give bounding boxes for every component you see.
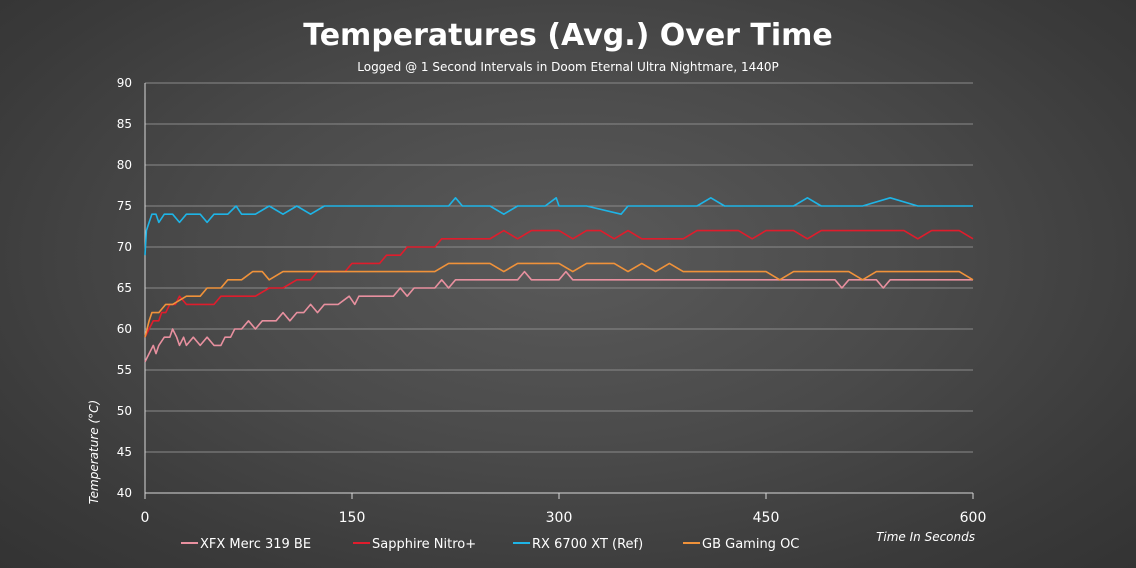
grid-layer bbox=[145, 82, 973, 453]
y-tick-label: 85 bbox=[117, 117, 132, 131]
legend-label: GB Gaming OC bbox=[702, 537, 799, 552]
y-axis-label: Temperature (°C) bbox=[87, 400, 101, 504]
x-tick-label: 600 bbox=[960, 510, 987, 526]
y-tick-label: 45 bbox=[117, 445, 132, 459]
x-tick-label: 150 bbox=[339, 510, 366, 526]
series-layer bbox=[144, 197, 974, 363]
y-tick-label: 80 bbox=[117, 158, 132, 172]
y-tick-label: 75 bbox=[117, 199, 132, 213]
y-tick-label: 90 bbox=[117, 76, 132, 90]
y-tick-label: 65 bbox=[117, 281, 132, 295]
chart-title: Temperatures (Avg.) Over Time bbox=[303, 18, 833, 53]
y-tick-label: 70 bbox=[117, 240, 132, 254]
x-tick-label: 450 bbox=[753, 510, 780, 526]
legend-label: XFX Merc 319 BE bbox=[200, 537, 311, 552]
y-tick-label: 60 bbox=[117, 322, 132, 336]
y-tick-label: 40 bbox=[117, 486, 132, 500]
legend-label: Sapphire Nitro+ bbox=[372, 537, 476, 552]
chart-subtitle: Logged @ 1 Second Intervals in Doom Eter… bbox=[357, 60, 779, 74]
y-tick-label: 55 bbox=[117, 363, 132, 377]
axis-layer: 40 45 50 55 60 65 70 75 80 85 90 0 150 300 450 600 bbox=[117, 76, 987, 526]
series-line-3 bbox=[144, 262, 974, 338]
legend: XFX Merc 319 BE Sapphire Nitro+ RX 6700 XT… bbox=[181, 537, 799, 552]
y-tick-label: 50 bbox=[117, 404, 132, 418]
series-line-2 bbox=[144, 197, 973, 256]
x-tick-label: 0 bbox=[141, 510, 150, 526]
x-axis-label: Time In Seconds bbox=[876, 530, 975, 544]
series-line-1 bbox=[144, 229, 974, 338]
series-line-0 bbox=[144, 270, 973, 363]
x-tick-label: 300 bbox=[546, 510, 573, 526]
legend-label: RX 6700 XT (Ref) bbox=[532, 537, 643, 552]
